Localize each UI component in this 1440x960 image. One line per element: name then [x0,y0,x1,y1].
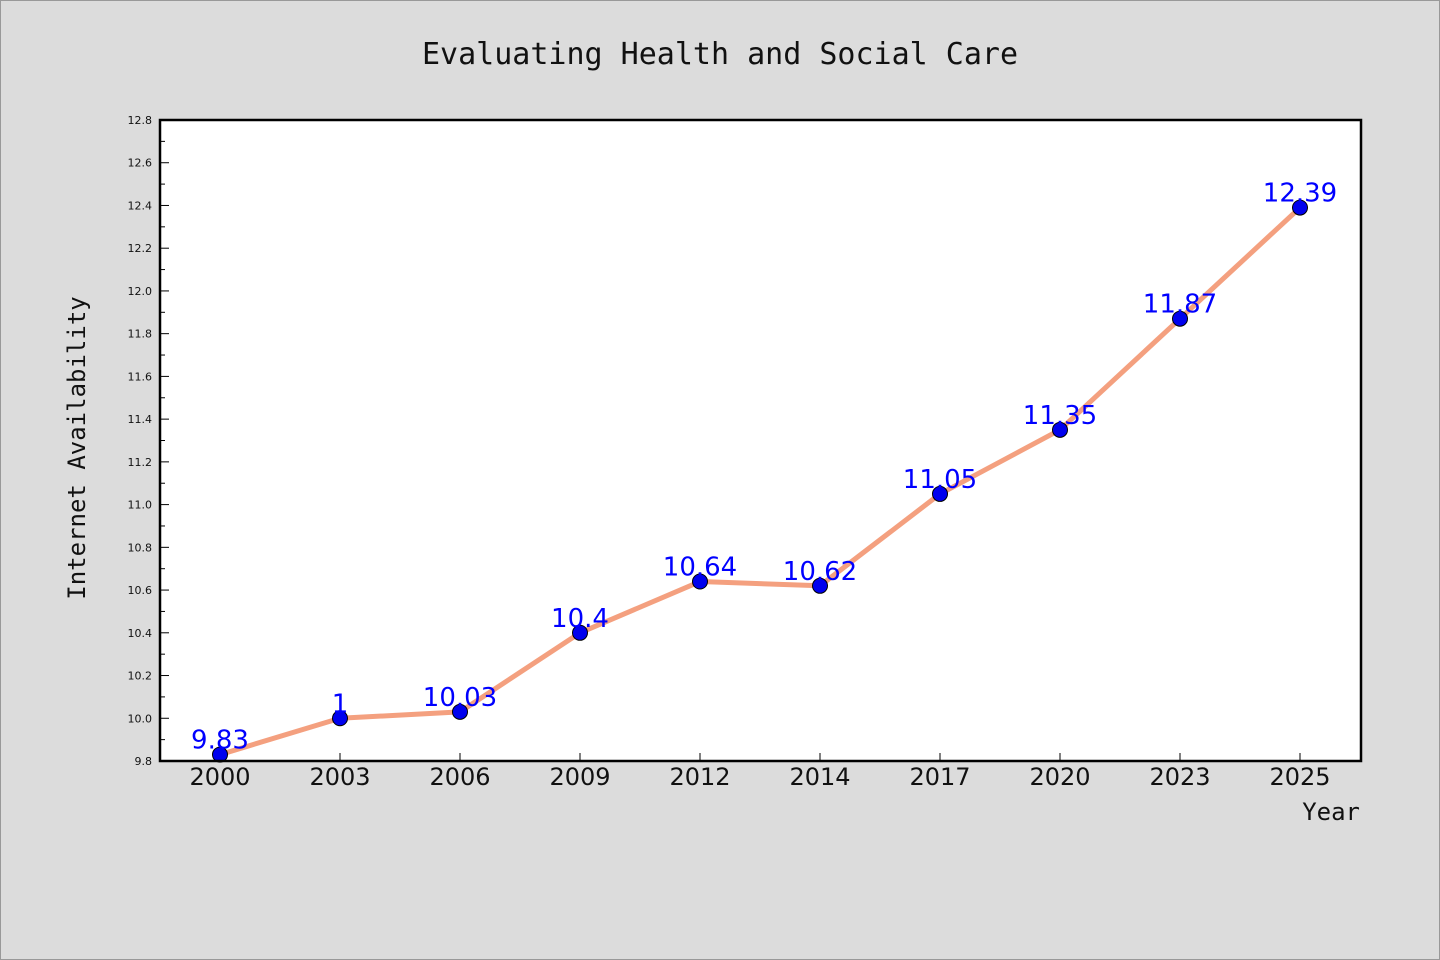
y-tick-label: 12.2 [128,242,153,255]
data-label: 11.05 [903,465,977,495]
x-tick-label: 2000 [189,763,250,791]
y-tick-label: 10.0 [128,712,153,725]
data-label: 9.83 [191,726,249,756]
data-point [332,710,348,727]
data-label: 10.62 [783,557,857,587]
y-tick-label: 10.4 [128,627,153,640]
x-tick-label: 2023 [1149,763,1210,791]
series-layer [212,199,1308,763]
y-tick-label: 11.0 [128,499,153,512]
data-point [932,485,948,502]
data-point [1292,199,1308,216]
data-label: 10.4 [551,604,609,634]
data-label: 1 [332,689,349,719]
y-tick-label: 10.2 [128,670,153,683]
y-axis-label: Internet Availability [63,296,91,599]
x-tick-label: 2003 [309,763,370,791]
y-tick-label: 12.8 [128,114,153,127]
data-label: 11.87 [1143,290,1217,320]
y-tick-label: 9.8 [135,755,153,768]
x-tick-label: 2006 [429,763,490,791]
x-tick-label: 2025 [1269,763,1330,791]
data-point [452,703,468,720]
chart-title: Evaluating Health and Social Care [422,37,1018,72]
y-axis: 9.8 10.0 10.2 10.4 10.6 10.8 11.0 11.2 11.4 11.6 1… [128,114,169,768]
data-label: 12.39 [1263,179,1337,209]
y-tick-label: 12.4 [128,199,153,212]
data-label: 10.64 [663,553,737,583]
data-point [572,624,588,641]
y-tick-label: 11.8 [128,328,153,341]
plot-frame [158,118,1363,763]
x-tick-label: 2009 [549,763,610,791]
y-tick-label: 10.8 [128,541,153,554]
data-point [692,573,708,590]
x-axis: 2000 2003 2006 2009 2012 2014 2017 2020 2023 2025 [189,753,1331,791]
data-point [812,577,828,594]
y-tick-label: 12.0 [128,285,153,298]
x-axis-label: Year [1302,798,1360,826]
y-tick-label: 12.6 [128,157,153,170]
series-line [217,205,1303,758]
data-label: 10.03 [423,683,497,713]
y-tick-label: 11.2 [128,456,153,469]
data-label: 11.35 [1023,401,1097,431]
data-point [1052,421,1068,438]
y-tick-label: 11.6 [128,370,153,383]
x-tick-label: 2014 [789,763,850,791]
data-labels: 9.83 1 10.03 10.4 10.64 10.62 11.05 11.35 11.87 1… [191,179,1337,756]
y-tick-label: 11.4 [128,413,153,426]
x-tick-label: 2017 [909,763,970,791]
plot-area [160,120,1361,761]
x-tick-label: 2012 [669,763,730,791]
y-tick-label: 10.6 [128,584,153,597]
data-point [1172,310,1188,327]
x-tick-label: 2020 [1029,763,1090,791]
